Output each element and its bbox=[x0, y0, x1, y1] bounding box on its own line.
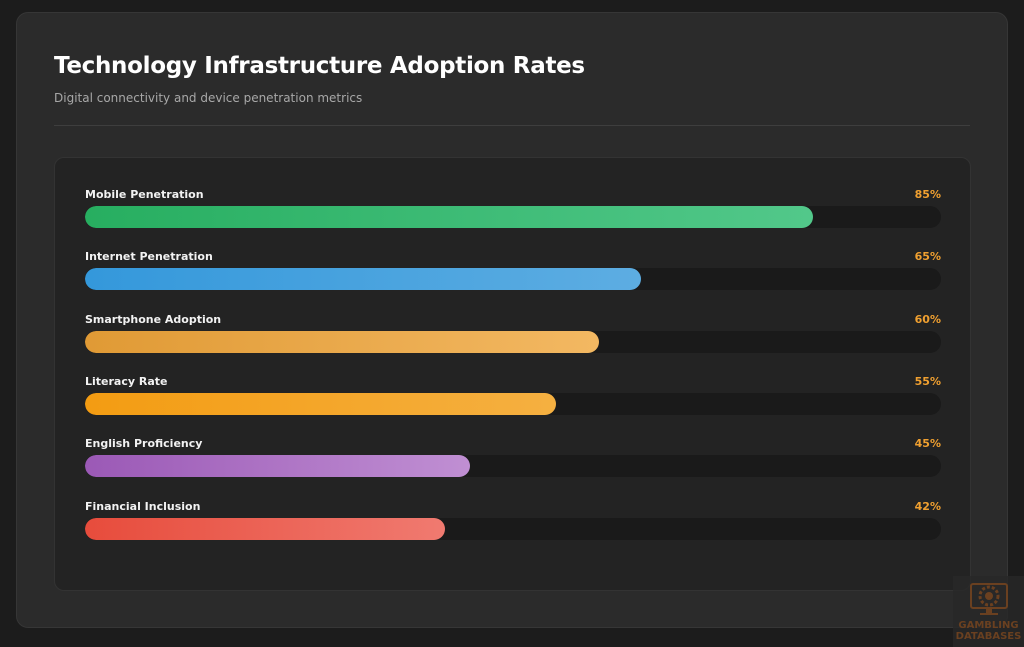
bar bbox=[85, 330, 599, 353]
bar-value-label: 55% bbox=[914, 374, 941, 388]
bar-row: English Proficiency 45% bbox=[85, 437, 941, 487]
bar-row: Financial Inclusion 42% bbox=[85, 500, 941, 550]
bar bbox=[85, 455, 471, 478]
page-title: Technology Infrastructure Adoption Rates bbox=[54, 53, 585, 79]
bar-value-label: 85% bbox=[914, 188, 941, 201]
bar-label: English Proficiency bbox=[85, 437, 203, 451]
bar-value-label: 60% bbox=[914, 312, 941, 326]
bar-value-label: 45% bbox=[914, 437, 941, 451]
bar-track bbox=[85, 455, 941, 478]
bar-value-label: 65% bbox=[914, 250, 941, 264]
bar-row: Literacy Rate 55% bbox=[85, 375, 941, 425]
chart-card: Technology Infrastructure Adoption Rates… bbox=[16, 12, 1008, 628]
bar-track bbox=[85, 268, 941, 291]
page-subtitle: Digital connectivity and device penetrat… bbox=[54, 91, 363, 105]
bar bbox=[85, 206, 813, 228]
watermark-logo: GAMBLING DATABASES bbox=[953, 576, 1024, 647]
bar-label: Literacy Rate bbox=[85, 374, 168, 388]
bar-value-label: 42% bbox=[914, 499, 941, 513]
bar-row: Smartphone Adoption 60% bbox=[85, 313, 941, 363]
divider bbox=[54, 125, 970, 126]
bar-track bbox=[85, 330, 941, 353]
bar-row: Internet Penetration 65% bbox=[85, 250, 941, 300]
bars-panel: Mobile Penetration 85% Internet Penetrat… bbox=[54, 157, 971, 591]
bar-track bbox=[85, 206, 941, 228]
bar-label: Internet Penetration bbox=[85, 250, 213, 264]
monitor-chip-icon bbox=[969, 583, 1008, 615]
bar-label: Mobile Penetration bbox=[85, 188, 204, 201]
bar-row: Mobile Penetration 85% bbox=[85, 188, 941, 238]
bar bbox=[85, 517, 445, 540]
bar bbox=[85, 268, 642, 291]
bar-track bbox=[85, 392, 941, 415]
bar-track bbox=[85, 517, 941, 540]
bar-label: Smartphone Adoption bbox=[85, 312, 222, 326]
bar bbox=[85, 392, 556, 415]
bar-label: Financial Inclusion bbox=[85, 499, 201, 513]
